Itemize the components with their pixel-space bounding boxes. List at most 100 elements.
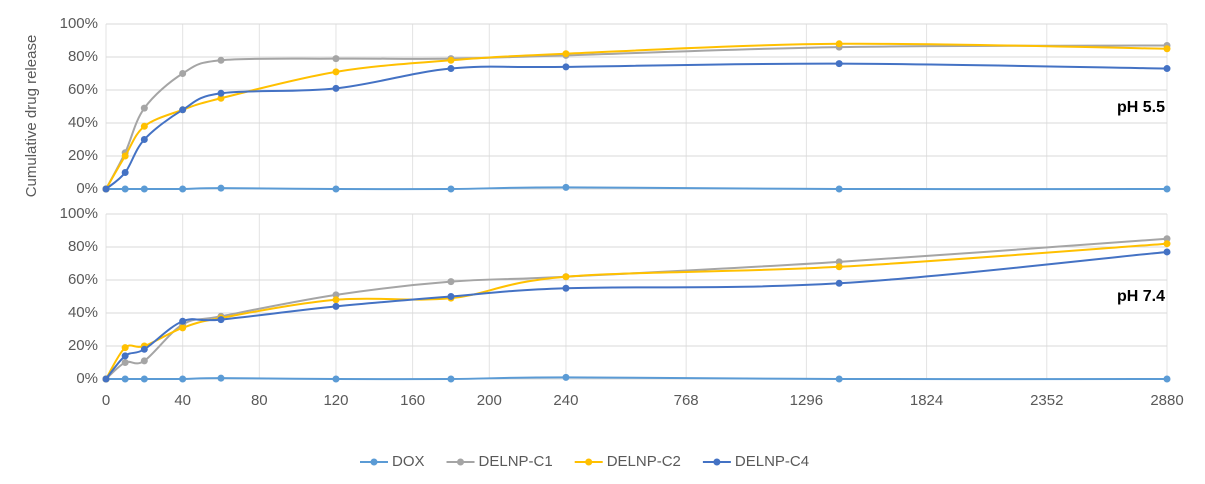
data-point: [562, 373, 570, 381]
series-line: [105, 242, 1168, 380]
y-tick-label: 20%: [68, 337, 98, 354]
data-point: [121, 152, 129, 160]
annotation: pH 7.4: [1117, 288, 1165, 305]
data-point: [1163, 248, 1171, 256]
data-point: [179, 70, 187, 77]
y-tick-label: 20%: [68, 147, 98, 164]
series-line: [105, 44, 1168, 190]
legend-marker: [713, 458, 721, 466]
data-point: [1163, 240, 1171, 248]
data-point: [121, 344, 129, 352]
data-point: [447, 56, 455, 64]
x-tick-label: 2880: [1150, 392, 1183, 409]
data-point: [217, 374, 225, 382]
y-tick-label: 100%: [60, 205, 98, 222]
data-point: [447, 293, 455, 300]
data-point: [562, 183, 570, 191]
legend-marker: [370, 458, 378, 466]
y-tick-label: 100%: [60, 15, 98, 32]
data-point: [140, 122, 148, 130]
data-point: [217, 316, 225, 324]
data-point: [447, 375, 455, 383]
legend-label: DELNP-C1: [479, 453, 553, 470]
data-point: [179, 375, 187, 383]
data-point: [835, 40, 843, 48]
y-tick-label: 40%: [68, 304, 98, 321]
legend-marker: [585, 458, 593, 466]
x-tick-label: 120: [323, 392, 348, 409]
data-point: [179, 185, 187, 193]
data-point: [562, 63, 570, 71]
x-tick-label: 1824: [910, 392, 943, 409]
data-point: [121, 352, 129, 360]
data-point: [217, 56, 225, 64]
y-tick-label: 0%: [76, 370, 98, 387]
data-point: [179, 324, 187, 332]
data-point: [562, 273, 570, 281]
data-point: [835, 279, 843, 287]
data-point: [1163, 375, 1171, 383]
x-tick-label: 768: [674, 392, 699, 409]
data-point: [217, 94, 225, 102]
x-tick-label: 2352: [1030, 392, 1063, 409]
x-tick-label: 160: [400, 392, 425, 409]
data-point: [447, 278, 455, 286]
data-point: [835, 263, 843, 271]
legend-label: DOX: [392, 453, 425, 470]
data-point: [140, 375, 148, 383]
data-point: [835, 258, 843, 266]
data-point: [835, 185, 843, 193]
data-point: [332, 291, 340, 299]
series-line: [105, 237, 1168, 380]
data-point: [332, 68, 340, 76]
y-tick-label: 0%: [76, 180, 98, 197]
data-point: [562, 284, 570, 292]
data-point: [332, 302, 340, 310]
y-tick-label: 60%: [68, 271, 98, 288]
data-point: [121, 185, 129, 193]
data-point: [332, 296, 340, 304]
y-axis-label: Cumulative drug release: [23, 35, 40, 198]
data-point: [179, 106, 187, 114]
data-point: [121, 375, 129, 383]
data-point: [140, 104, 148, 112]
data-point: [447, 185, 455, 193]
data-point: [1163, 185, 1171, 193]
data-point: [140, 345, 148, 353]
data-point: [121, 359, 129, 366]
legend-label: DELNP-C2: [607, 453, 681, 470]
x-tick-label: 80: [251, 392, 268, 409]
data-point: [1163, 65, 1171, 73]
data-point: [835, 375, 843, 383]
data-point: [447, 65, 455, 73]
series-line: [105, 250, 1168, 380]
x-tick-label: 40: [174, 392, 191, 409]
y-tick-label: 40%: [68, 114, 98, 131]
data-point: [835, 60, 843, 68]
data-point: [332, 55, 340, 63]
data-point: [332, 84, 340, 92]
x-tick-label: 0: [102, 392, 110, 409]
y-tick-label: 80%: [68, 48, 98, 65]
y-tick-label: 80%: [68, 238, 98, 255]
data-point: [121, 169, 129, 176]
data-point: [562, 50, 570, 58]
x-tick-label: 240: [553, 392, 578, 409]
data-point: [140, 185, 148, 193]
series-line: [105, 62, 1168, 190]
legend-label: DELNP-C4: [735, 453, 809, 470]
x-tick-label: 1296: [790, 392, 823, 409]
data-point: [332, 185, 340, 193]
data-point: [179, 317, 187, 325]
data-point: [217, 89, 225, 97]
data-point: [1163, 235, 1171, 243]
data-point: [217, 184, 225, 192]
x-tick-label: 200: [477, 392, 502, 409]
data-point: [140, 357, 148, 365]
data-point: [1163, 45, 1171, 53]
data-point: [102, 375, 110, 383]
data-point: [332, 375, 340, 383]
data-point: [102, 185, 110, 193]
y-tick-label: 60%: [68, 81, 98, 98]
